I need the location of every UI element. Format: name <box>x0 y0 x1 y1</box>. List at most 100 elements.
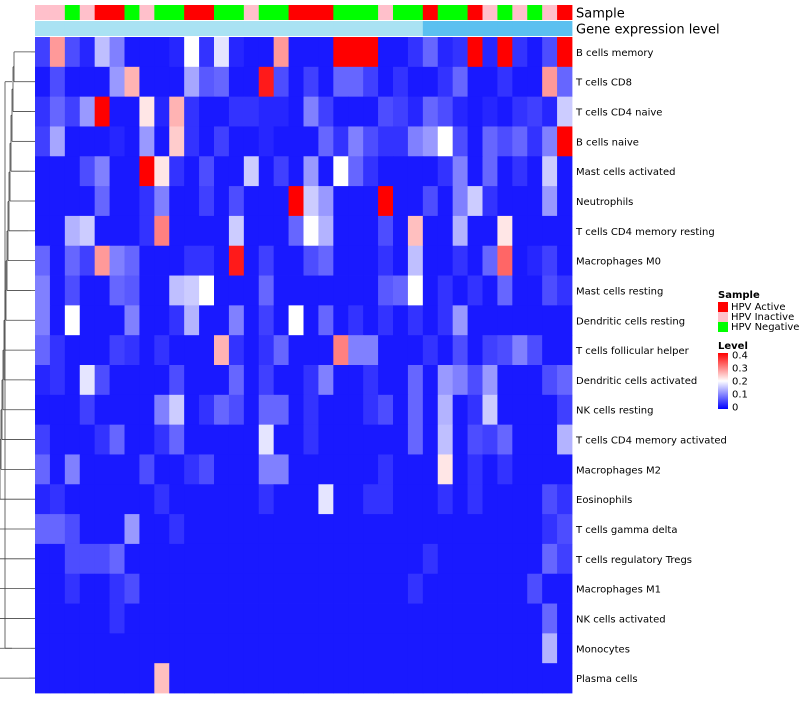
heatmap-cell <box>64 305 81 336</box>
heatmap-cell <box>273 96 289 127</box>
row-label: Dendritic cells resting <box>576 316 685 327</box>
heatmap-cell <box>35 66 51 98</box>
heatmap-cell <box>378 543 394 575</box>
heatmap-cell <box>422 424 439 455</box>
heatmap-cell <box>557 663 573 694</box>
heatmap-cell <box>79 126 96 157</box>
heatmap-cell <box>318 573 334 604</box>
heatmap-cell <box>64 156 81 187</box>
heatmap-cell <box>452 305 468 336</box>
heatmap-cell <box>363 126 379 157</box>
heatmap-cell <box>35 514 51 545</box>
heatmap-cell <box>557 305 573 336</box>
heatmap-cell <box>467 245 483 276</box>
heatmap-cell <box>124 215 140 247</box>
heatmap-cell <box>243 126 260 157</box>
heatmap-cell <box>363 215 379 247</box>
heatmap-cell <box>437 633 454 664</box>
heatmap-cell <box>139 126 155 157</box>
heatmap-cell <box>258 245 275 276</box>
heatmap-cell <box>94 394 110 426</box>
heatmap-cell <box>64 603 81 634</box>
heatmap-cell <box>228 365 245 396</box>
heatmap-cell <box>64 66 81 98</box>
legend-title: Level <box>718 341 748 352</box>
heatmap-cell <box>273 633 289 664</box>
heatmap-cell <box>184 663 200 694</box>
heatmap-cell <box>512 633 528 664</box>
heatmap-cell <box>79 37 96 68</box>
heatmap-cell <box>467 215 483 247</box>
heatmap-cell <box>35 37 51 68</box>
heatmap-cell <box>109 424 125 455</box>
heatmap-cell <box>482 663 498 694</box>
annotation-cell <box>184 21 200 36</box>
heatmap-cell <box>467 394 483 426</box>
heatmap-cell <box>557 603 573 634</box>
annotation-cell <box>378 5 394 20</box>
heatmap-cell <box>318 96 334 127</box>
heatmap-cell <box>467 424 483 455</box>
heatmap-cell <box>109 663 125 694</box>
heatmap-cell <box>467 305 483 336</box>
heatmap-cell <box>154 484 170 515</box>
heatmap-cell <box>333 394 349 426</box>
heatmap-cell <box>109 335 125 366</box>
heatmap-cell <box>348 633 364 664</box>
heatmap-cell <box>124 394 140 426</box>
heatmap-cell <box>288 454 304 485</box>
heatmap-cell <box>512 245 528 276</box>
heatmap-cell <box>243 394 260 426</box>
annotation-cell <box>139 5 155 20</box>
heatmap-cell <box>273 424 289 455</box>
annotation-cell <box>199 21 215 36</box>
heatmap-cell <box>109 484 125 515</box>
heatmap-cell <box>542 633 558 664</box>
heatmap-cell <box>318 663 334 694</box>
heatmap-cell <box>303 424 319 455</box>
heatmap-cell <box>393 365 409 396</box>
heatmap-cell <box>199 335 215 366</box>
heatmap-cell <box>109 215 125 247</box>
heatmap-cell <box>49 603 66 634</box>
heatmap-cell <box>422 603 439 634</box>
heatmap-cell <box>64 424 81 455</box>
heatmap-cell <box>482 484 498 515</box>
heatmap-cell <box>258 215 275 247</box>
heatmap-cell <box>378 335 394 366</box>
heatmap-cell <box>214 454 230 485</box>
heatmap-cell <box>333 275 349 306</box>
heatmap-cell <box>512 514 528 545</box>
heatmap-cell <box>243 37 260 68</box>
heatmap-cell <box>557 275 573 306</box>
heatmap-cell <box>422 394 439 426</box>
annotation-cell <box>407 21 424 36</box>
heatmap-cell <box>303 454 319 485</box>
heatmap-cell <box>482 365 498 396</box>
heatmap-cell <box>318 543 334 575</box>
heatmap-cell <box>393 305 409 336</box>
heatmap-cell <box>94 543 110 575</box>
heatmap-cell <box>393 96 409 127</box>
heatmap-cell <box>169 96 185 127</box>
annotation-cell <box>363 21 379 36</box>
heatmap-cell <box>154 66 170 98</box>
annotation-cell <box>378 21 394 36</box>
heatmap-cell <box>333 514 349 545</box>
heatmap-cell <box>64 96 81 127</box>
heatmap-cell <box>482 335 498 366</box>
heatmap-cell <box>184 96 200 127</box>
heatmap-cell <box>79 663 96 694</box>
heatmap-cell <box>243 514 260 545</box>
heatmap-cell <box>422 454 439 485</box>
heatmap-cell <box>288 543 304 575</box>
heatmap-cell <box>542 484 558 515</box>
heatmap-cell <box>139 603 155 634</box>
heatmap-cell <box>94 305 110 336</box>
heatmap-cell <box>348 96 364 127</box>
heatmap-cell <box>64 215 81 247</box>
heatmap-cell <box>318 484 334 515</box>
heatmap-cell <box>184 156 200 187</box>
heatmap-cell <box>228 66 245 98</box>
heatmap-cell <box>393 126 409 157</box>
